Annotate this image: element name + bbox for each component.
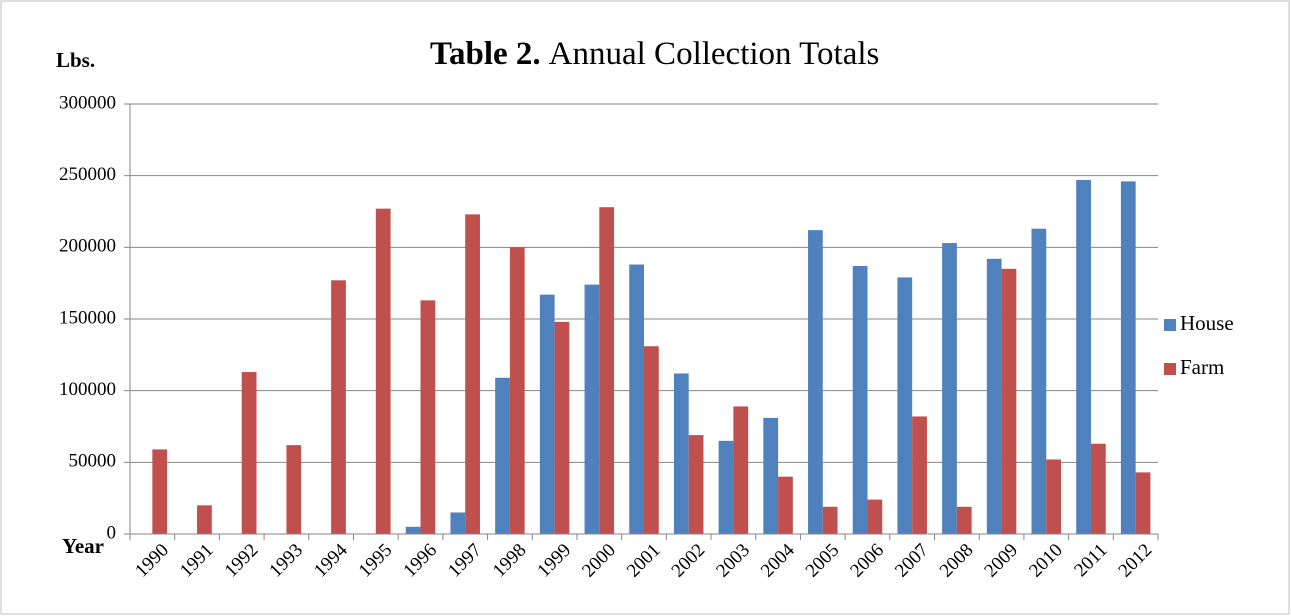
bar	[733, 406, 749, 534]
bar	[986, 258, 1002, 534]
bar	[778, 476, 793, 534]
legend-swatch	[1164, 319, 1176, 331]
bar	[405, 526, 421, 534]
title-label: Table 2.	[430, 36, 541, 72]
bar	[599, 207, 615, 534]
y-tick-label: 200000	[59, 236, 116, 257]
bar	[554, 321, 570, 534]
bar	[1046, 459, 1062, 534]
bar	[956, 506, 972, 534]
bar	[644, 346, 659, 534]
bar	[197, 505, 212, 534]
bar	[808, 230, 823, 534]
y-tick-label: 150000	[59, 307, 116, 328]
legend-label: Farm	[1180, 355, 1224, 379]
bar	[539, 294, 555, 534]
x-axis-label: Year	[62, 534, 104, 558]
legend-label: House	[1180, 311, 1234, 335]
bar	[897, 277, 913, 534]
bar	[465, 214, 480, 534]
bar	[718, 440, 734, 534]
bar	[942, 243, 957, 535]
bar	[495, 377, 510, 534]
title-text: Annual Collection Totals	[549, 36, 880, 72]
bar	[673, 373, 689, 534]
bar	[629, 264, 644, 534]
y-tick-label: 100000	[59, 379, 116, 400]
bar	[1120, 181, 1136, 534]
bar	[375, 208, 391, 534]
bar	[509, 247, 525, 535]
bar	[1076, 179, 1091, 534]
bar	[763, 417, 779, 534]
y-tick-label: 50000	[69, 451, 117, 472]
bar	[1090, 443, 1106, 534]
bar	[1031, 228, 1047, 534]
bar	[450, 512, 466, 534]
bar	[867, 499, 883, 534]
bar	[241, 372, 257, 534]
bar	[152, 449, 168, 534]
bar	[286, 445, 302, 534]
bar	[1135, 472, 1151, 534]
bar	[331, 280, 346, 534]
bar	[688, 435, 704, 534]
bar	[1001, 268, 1017, 534]
y-tick-label: 300000	[59, 92, 116, 113]
bar	[420, 300, 436, 534]
chart-title: Table 2. Annual Collection Totals	[430, 36, 879, 72]
y-axis-label: Lbs.	[56, 48, 95, 72]
bar	[852, 265, 868, 534]
bar	[912, 416, 927, 534]
bar	[584, 284, 600, 534]
y-tick-label: 250000	[59, 164, 116, 185]
legend-swatch	[1164, 363, 1176, 375]
y-tick-label: 0	[107, 522, 117, 543]
bar	[822, 506, 838, 534]
